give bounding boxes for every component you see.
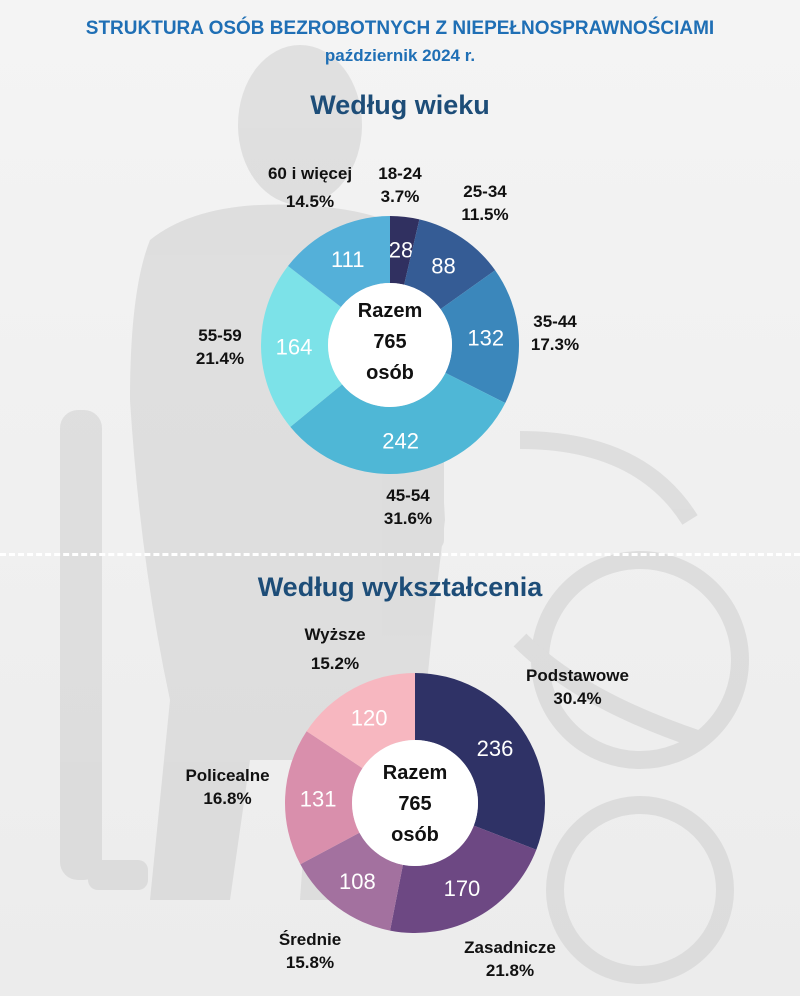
education-label-podstawowe: Podstawowe 30.4% bbox=[510, 664, 645, 710]
donut-slice bbox=[290, 372, 506, 474]
age-label-45-54: 45-54 31.6% bbox=[363, 484, 453, 530]
slice-name: Zasadnicze bbox=[464, 938, 556, 957]
age-total-label: Razem bbox=[357, 300, 423, 322]
slice-name: Średnie bbox=[278, 930, 342, 949]
slice-value-label: 170 bbox=[444, 876, 481, 901]
donut-slice bbox=[261, 265, 343, 427]
donut-slice bbox=[306, 673, 415, 769]
slice-name: 25-34 bbox=[463, 182, 507, 201]
donut-hole bbox=[352, 740, 478, 866]
slice-percent: 11.5% bbox=[461, 205, 509, 224]
age-label-60-plus: 60 i więcej 14.5% bbox=[245, 160, 375, 216]
slice-percent: 31.6% bbox=[383, 509, 433, 528]
education-total: Razem 765 osób bbox=[365, 758, 465, 851]
donut-slice bbox=[415, 673, 545, 850]
education-label-wyzsze: Wyższe 15.2% bbox=[285, 620, 385, 678]
slice-name: 60 i więcej bbox=[267, 164, 353, 183]
age-chart-title: Według wieku bbox=[310, 90, 490, 120]
slice-percent: 21.4% bbox=[195, 349, 245, 368]
slice-percent: 14.5% bbox=[285, 192, 335, 211]
slice-value-label: 111 bbox=[331, 247, 364, 272]
age-label-35-44: 35-44 17.3% bbox=[510, 310, 600, 356]
slice-name: 35-44 bbox=[533, 312, 577, 331]
slice-name: Policealne bbox=[185, 766, 270, 785]
subtitle: październik 2024 r. bbox=[324, 46, 476, 65]
education-chart-title: Według wykształcenia bbox=[257, 572, 543, 602]
slice-percent: 3.7% bbox=[380, 187, 420, 206]
slice-name: Wyższe bbox=[304, 625, 366, 644]
slice-value-label: 131 bbox=[300, 786, 337, 811]
donut-slice bbox=[300, 832, 403, 931]
donut-hole bbox=[328, 283, 452, 407]
donut-slice bbox=[404, 219, 496, 310]
education-total-label: Razem bbox=[382, 762, 448, 784]
slice-name: Podstawowe bbox=[526, 666, 629, 685]
slice-value-label: 132 bbox=[467, 326, 504, 351]
slice-percent: 21.8% bbox=[485, 961, 535, 980]
slice-value-label: 242 bbox=[382, 428, 419, 453]
donut-slice bbox=[440, 270, 519, 403]
education-label-srednie: Średnie 15.8% bbox=[260, 928, 360, 974]
age-total: Razem 765 osób bbox=[340, 296, 440, 389]
donut-slice bbox=[390, 216, 420, 285]
age-donut-chart: 28 88 132 242 164 111 bbox=[261, 216, 519, 474]
slice-percent: 30.4% bbox=[553, 689, 602, 708]
slice-value-label: 164 bbox=[276, 334, 313, 359]
education-label-policealne: Policealne 16.8% bbox=[170, 764, 285, 810]
section-divider bbox=[0, 553, 800, 556]
age-label-25-34: 25-34 11.5% bbox=[440, 180, 530, 226]
donut-slice bbox=[285, 731, 363, 865]
education-total-value: 765 bbox=[398, 793, 432, 815]
slice-percent: 15.8% bbox=[285, 953, 335, 972]
slice-name: 45-54 bbox=[386, 486, 430, 505]
age-label-55-59: 55-59 21.4% bbox=[175, 324, 265, 370]
slice-name: 18-24 bbox=[378, 164, 422, 183]
age-total-unit: osób bbox=[366, 362, 414, 384]
main-title: STRUKTURA OSÓB BEZROBOTNYCH Z NIEPEŁNOSP… bbox=[85, 18, 715, 39]
age-label-18-24: 18-24 3.7% bbox=[370, 162, 430, 208]
slice-name: 55-59 bbox=[198, 326, 242, 345]
donut-slice bbox=[288, 216, 390, 308]
donut-slice bbox=[390, 825, 537, 933]
slice-percent: 15.2% bbox=[310, 654, 360, 673]
slice-value-label: 88 bbox=[431, 253, 455, 278]
slice-percent: 17.3% bbox=[530, 335, 580, 354]
slice-value-label: 108 bbox=[339, 869, 376, 894]
education-total-unit: osób bbox=[391, 824, 439, 846]
slice-value-label: 28 bbox=[389, 238, 413, 263]
slice-value-label: 120 bbox=[351, 706, 388, 731]
slice-percent: 16.8% bbox=[203, 789, 252, 808]
slice-value-label: 236 bbox=[477, 736, 514, 761]
age-total-value: 765 bbox=[373, 331, 407, 353]
education-label-zasadnicze: Zasadnicze 21.8% bbox=[450, 936, 570, 982]
